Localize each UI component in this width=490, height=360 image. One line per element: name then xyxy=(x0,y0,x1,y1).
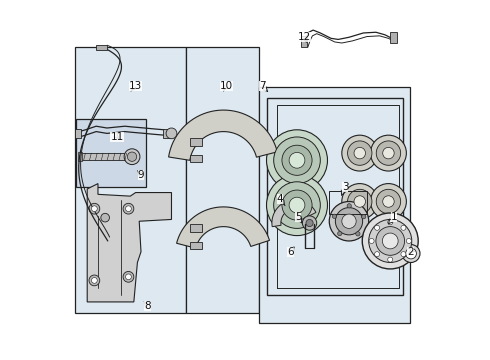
Bar xyxy=(191,155,202,162)
Text: 6: 6 xyxy=(287,247,294,257)
Circle shape xyxy=(376,141,401,165)
Circle shape xyxy=(289,197,305,213)
Bar xyxy=(80,153,126,160)
Circle shape xyxy=(406,248,416,259)
Circle shape xyxy=(356,232,360,236)
Circle shape xyxy=(306,220,313,226)
Polygon shape xyxy=(176,207,270,248)
Bar xyxy=(300,36,307,46)
Bar xyxy=(74,47,186,313)
Text: 10: 10 xyxy=(220,81,233,91)
Text: 12: 12 xyxy=(297,32,311,42)
Circle shape xyxy=(401,225,406,230)
Circle shape xyxy=(382,233,398,249)
Circle shape xyxy=(123,271,134,282)
Circle shape xyxy=(274,182,320,228)
Polygon shape xyxy=(169,110,277,160)
Circle shape xyxy=(354,196,366,207)
Circle shape xyxy=(374,252,380,257)
Bar xyxy=(191,225,202,232)
Circle shape xyxy=(376,226,405,255)
Bar xyxy=(96,45,107,50)
Text: 11: 11 xyxy=(110,132,123,142)
Bar xyxy=(74,129,81,138)
Circle shape xyxy=(302,216,317,230)
Bar xyxy=(186,47,259,313)
Circle shape xyxy=(342,184,378,220)
Circle shape xyxy=(329,202,368,241)
Circle shape xyxy=(101,213,109,222)
Circle shape xyxy=(282,190,312,220)
Circle shape xyxy=(282,145,312,175)
Circle shape xyxy=(368,220,412,262)
Bar xyxy=(191,138,202,145)
Text: 7: 7 xyxy=(259,81,268,91)
Text: 2: 2 xyxy=(407,247,414,257)
Circle shape xyxy=(267,175,327,235)
Circle shape xyxy=(335,208,363,235)
Circle shape xyxy=(342,135,378,171)
Circle shape xyxy=(370,135,406,171)
Circle shape xyxy=(89,203,100,214)
Text: 13: 13 xyxy=(129,81,142,91)
Circle shape xyxy=(354,147,366,159)
Circle shape xyxy=(332,214,337,219)
Circle shape xyxy=(347,141,372,165)
Circle shape xyxy=(124,149,140,165)
Circle shape xyxy=(383,196,394,207)
Circle shape xyxy=(127,152,137,161)
Circle shape xyxy=(342,214,356,228)
Circle shape xyxy=(402,244,420,262)
Circle shape xyxy=(89,275,100,286)
Circle shape xyxy=(123,203,134,214)
Bar xyxy=(78,152,82,161)
Bar xyxy=(163,129,171,138)
Polygon shape xyxy=(259,87,410,323)
Circle shape xyxy=(338,231,342,236)
Bar xyxy=(191,242,202,249)
Bar xyxy=(390,32,397,43)
Circle shape xyxy=(388,220,393,225)
Circle shape xyxy=(362,213,418,269)
Circle shape xyxy=(125,274,131,280)
Text: 3: 3 xyxy=(342,182,348,195)
Circle shape xyxy=(406,238,412,243)
Circle shape xyxy=(401,252,406,257)
Circle shape xyxy=(92,278,97,283)
Circle shape xyxy=(289,152,305,168)
Circle shape xyxy=(125,206,131,212)
Polygon shape xyxy=(272,200,316,227)
Circle shape xyxy=(374,225,380,230)
Bar xyxy=(76,119,147,187)
Circle shape xyxy=(92,206,97,212)
Circle shape xyxy=(267,130,327,191)
Circle shape xyxy=(370,184,406,220)
Bar xyxy=(329,191,367,214)
Polygon shape xyxy=(87,184,172,302)
Circle shape xyxy=(347,189,372,214)
Circle shape xyxy=(166,128,177,139)
Circle shape xyxy=(274,137,320,184)
Text: 5: 5 xyxy=(295,212,302,223)
Text: 4: 4 xyxy=(277,194,285,206)
Circle shape xyxy=(376,189,401,214)
Circle shape xyxy=(347,204,351,208)
Circle shape xyxy=(369,238,374,243)
Circle shape xyxy=(383,147,394,159)
Text: 8: 8 xyxy=(144,301,151,311)
Text: 1: 1 xyxy=(389,212,397,224)
Circle shape xyxy=(362,215,366,219)
Text: 9: 9 xyxy=(138,170,145,180)
Circle shape xyxy=(388,257,393,262)
